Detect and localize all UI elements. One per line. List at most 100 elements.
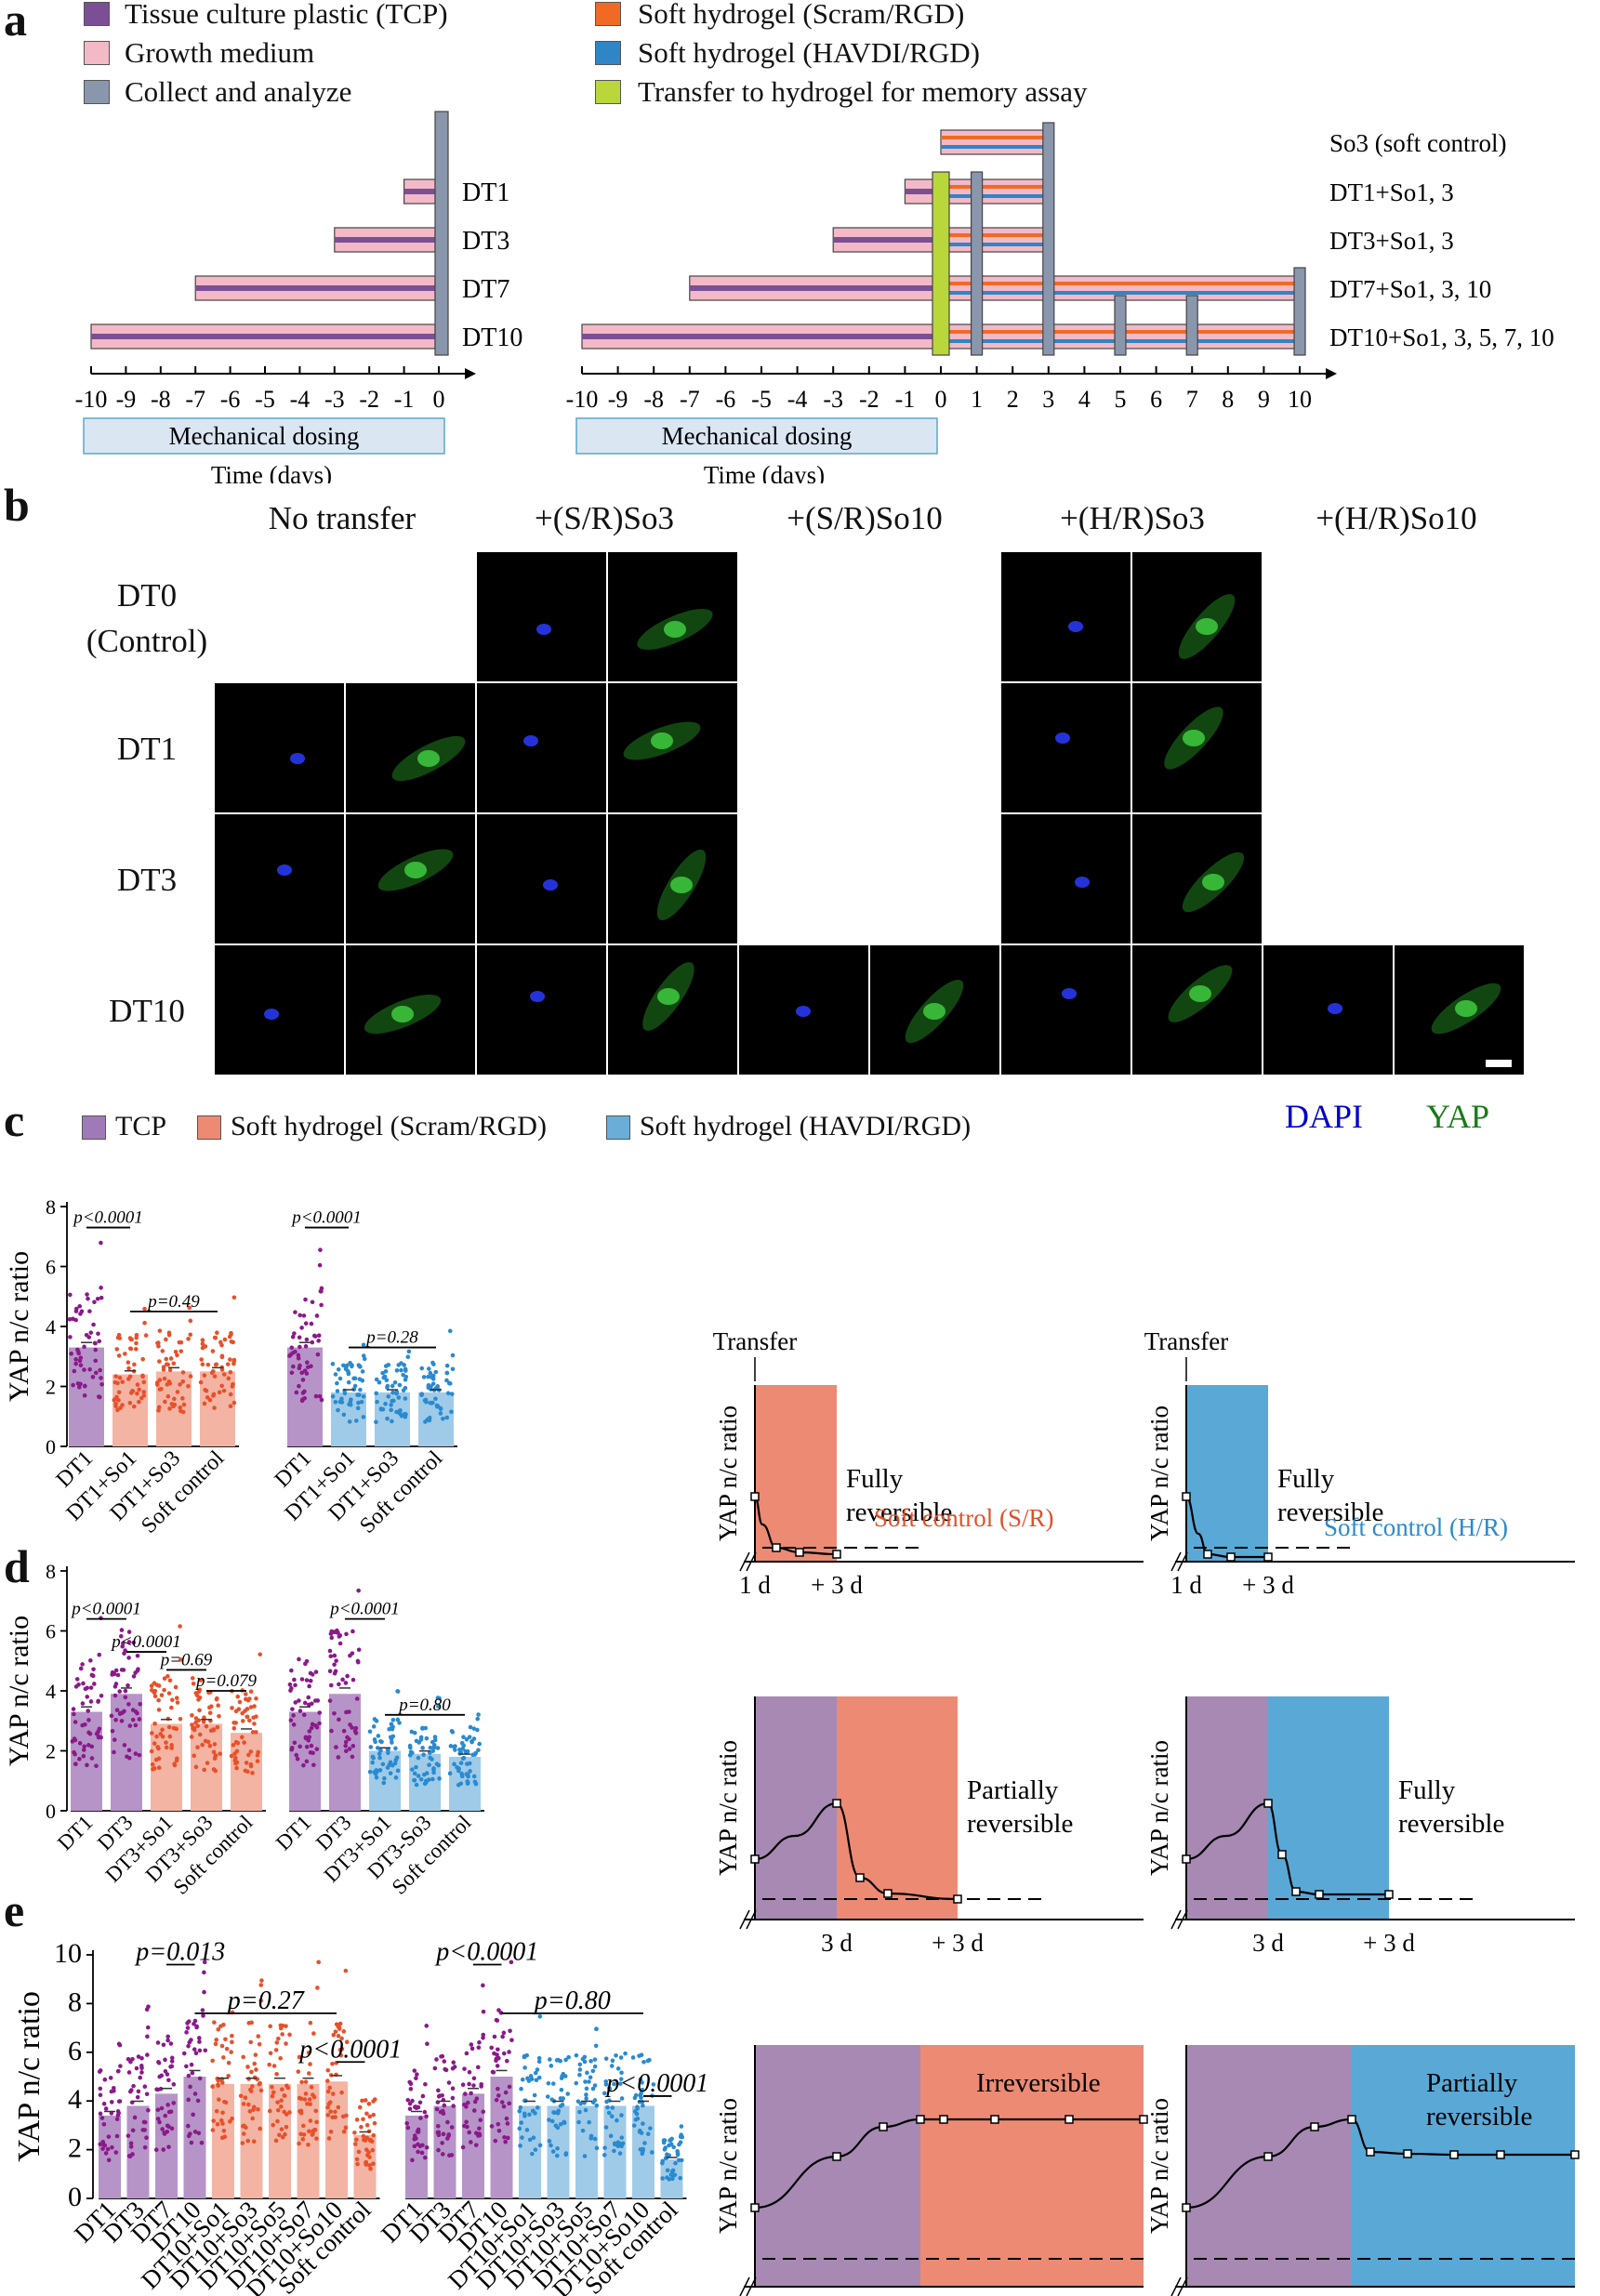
data-point	[336, 1367, 341, 1372]
data-point	[108, 2076, 113, 2080]
data-point	[199, 2140, 205, 2145]
transfer-label: Transfer	[713, 1327, 798, 1355]
data-point	[99, 1376, 103, 1380]
y-tick-label: 10	[54, 1938, 82, 1969]
data-point	[218, 2118, 224, 2123]
legend-label: Collect and analyze	[125, 75, 352, 108]
data-point	[118, 1633, 124, 1639]
y-tick-label: 8	[68, 1986, 82, 2017]
data-point	[152, 1741, 157, 1746]
data-point	[576, 2119, 581, 2125]
data-point	[325, 2078, 330, 2083]
data-point	[563, 2151, 569, 2156]
data-point	[222, 1337, 228, 1342]
data-point	[307, 2129, 311, 2134]
data-point	[205, 1362, 211, 1367]
data-point	[178, 1382, 182, 1387]
data-point	[481, 1983, 485, 1988]
data-point	[386, 1750, 390, 1756]
data-point	[130, 2128, 136, 2133]
cell-nucleus-yap	[1183, 730, 1205, 746]
data-point	[294, 1752, 299, 1758]
data-point	[339, 2090, 344, 2095]
cell-nucleus-yap	[1455, 1000, 1477, 1017]
collect-bar	[1185, 295, 1198, 356]
data-point	[518, 2105, 523, 2110]
data-point	[219, 2080, 225, 2085]
data-point	[428, 1745, 433, 1750]
data-marker	[1310, 2122, 1319, 2131]
data-point	[134, 1335, 139, 1340]
reversibility-label: Fully	[846, 1464, 904, 1494]
data-point	[226, 1376, 231, 1381]
time-axis-label: Time (days)	[704, 461, 825, 483]
data-point	[99, 1295, 104, 1300]
data-point	[575, 2099, 581, 2104]
data-point	[132, 2115, 138, 2120]
nucleus	[523, 735, 538, 746]
data-point	[195, 2098, 201, 2104]
cell-nucleus-yap	[404, 862, 427, 878]
data-point	[355, 1405, 361, 1411]
data-point	[424, 1735, 430, 1741]
data-point	[71, 1707, 76, 1711]
dapi-tile	[477, 945, 606, 1075]
cell-image	[796, 1006, 811, 1017]
data-marker	[1384, 1890, 1394, 1899]
data-point	[159, 1387, 164, 1392]
data-point	[368, 1745, 374, 1749]
data-point	[126, 2056, 131, 2062]
dapi-tile	[1001, 552, 1131, 681]
data-point	[386, 1748, 390, 1752]
data-point	[229, 1339, 234, 1344]
data-point	[638, 2077, 643, 2082]
data-point	[231, 1726, 237, 1731]
data-point	[354, 2118, 360, 2122]
data-point	[309, 1321, 314, 1326]
data-point	[268, 2024, 272, 2029]
data-point	[169, 2055, 175, 2061]
data-point	[593, 2043, 599, 2049]
data-point	[271, 2064, 277, 2068]
p-value-label: p<0.0001	[328, 1600, 400, 1619]
nucleus	[530, 991, 545, 1002]
legend-label: Soft hydrogel (Scram/RGD)	[638, 0, 965, 30]
data-point	[212, 2020, 217, 2025]
data-point	[554, 2153, 560, 2158]
data-point	[399, 1367, 403, 1373]
data-point	[335, 1389, 340, 1393]
data-point	[467, 2081, 471, 2087]
data-point	[241, 2054, 246, 2060]
soft-region	[1268, 1696, 1389, 1920]
dapi-tile	[215, 814, 344, 943]
data-point	[113, 1374, 118, 1379]
data-point	[119, 1628, 125, 1632]
data-point	[280, 2032, 284, 2037]
data-point	[473, 1781, 479, 1787]
data-point	[307, 1683, 311, 1689]
data-point	[250, 2084, 255, 2089]
data-point	[83, 1686, 88, 1692]
data-point	[317, 1262, 323, 1268]
tick-label: 2	[1007, 386, 1019, 413]
data-point	[594, 2145, 600, 2151]
data-point	[491, 2070, 496, 2075]
data-point	[126, 1748, 132, 1753]
y-tick-label: 4	[46, 1680, 56, 1703]
data-point	[501, 2051, 507, 2056]
data-point	[343, 2125, 349, 2131]
data-point	[72, 1368, 77, 1374]
data-point	[370, 2147, 376, 2153]
data-point	[438, 1405, 443, 1411]
data-point	[152, 1688, 158, 1694]
data-point	[167, 1367, 173, 1373]
data-point	[442, 2059, 447, 2064]
data-point	[238, 2093, 244, 2099]
tick-label: 10	[1288, 386, 1312, 413]
data-point	[388, 1760, 393, 1765]
data-point	[366, 2102, 372, 2106]
data-point	[161, 1367, 166, 1372]
axis-break	[739, 1551, 750, 1572]
data-point	[673, 2160, 678, 2166]
data-point	[73, 1720, 78, 1724]
